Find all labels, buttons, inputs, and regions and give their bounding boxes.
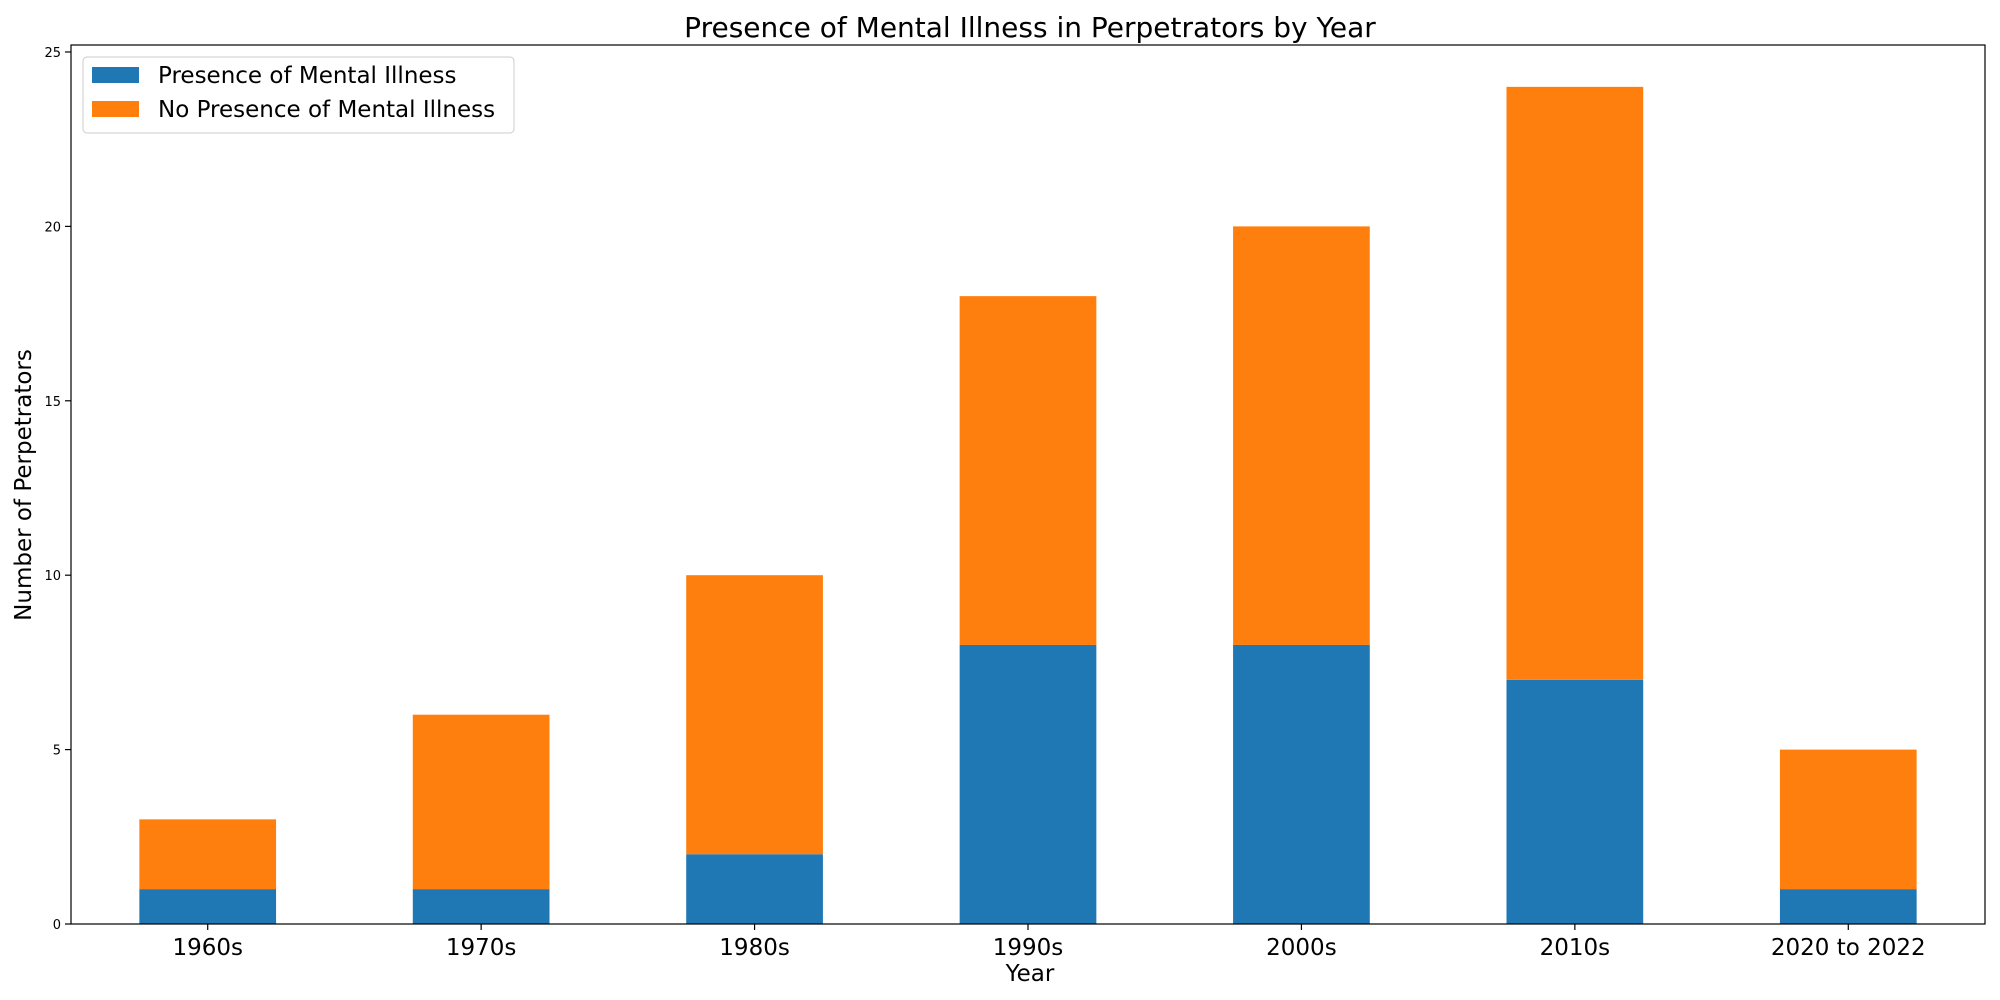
legend-box [82, 56, 515, 134]
legend-swatch [92, 67, 139, 83]
legend-swatch [92, 101, 139, 117]
y-tick-label: 10 [44, 569, 61, 584]
plot-frame [70, 44, 1986, 925]
y-tick-label: 15 [44, 395, 61, 410]
bar-mental-illness-0 [139, 889, 277, 924]
bar-no-mental-illness-0 [139, 819, 277, 890]
x-tick-label: 1980s [719, 935, 790, 961]
bar-no-mental-illness-2 [686, 575, 823, 855]
y-tick-label: 0 [53, 918, 61, 933]
x-tick-label: 2020 to 2022 [1771, 935, 1926, 961]
chart-title: Presence of Mental Illness in Perpetrato… [684, 11, 1376, 44]
x-tick-label: 1970s [446, 935, 517, 961]
x-tick-label: 1990s [993, 935, 1064, 961]
x-tick-label: 2000s [1266, 935, 1337, 961]
bar-no-mental-illness-4 [1233, 226, 1370, 645]
bar-mental-illness-4 [1233, 644, 1370, 924]
bar-no-mental-illness-1 [412, 714, 550, 890]
bar-mental-illness-3 [959, 644, 1097, 924]
x-tick-label: 1960s [172, 935, 243, 961]
bar-mental-illness-1 [412, 889, 550, 924]
y-tick-label: 20 [44, 220, 61, 235]
legend-label: Presence of Mental Illness [158, 63, 457, 89]
bar-no-mental-illness-3 [959, 296, 1097, 645]
x-axis-ticks: 1960s 1970s 1980s 1990s 2000s 2010s 2020 to 20… [172, 924, 1926, 961]
y-axis-label: Number of Perpetrators [11, 349, 37, 621]
bar-no-mental-illness-6 [1779, 749, 1917, 890]
bar-mental-illness-6 [1779, 889, 1917, 924]
legend-label: No Presence of Mental Illness [158, 97, 495, 123]
x-tick-label: 2010s [1540, 935, 1611, 961]
legend: Presence of Mental Illness No Presence of… [82, 56, 515, 134]
bar-mental-illness-2 [686, 854, 823, 924]
y-tick-label: 25 [44, 46, 61, 61]
y-tick-label: 5 [53, 744, 61, 759]
x-axis-label: Year [1005, 961, 1055, 987]
y-axis-ticks: 0 5 10 15 20 25 [44, 46, 71, 933]
bars-layer [139, 86, 1917, 924]
bar-no-mental-illness-5 [1506, 86, 1644, 680]
bar-mental-illness-5 [1506, 679, 1644, 924]
